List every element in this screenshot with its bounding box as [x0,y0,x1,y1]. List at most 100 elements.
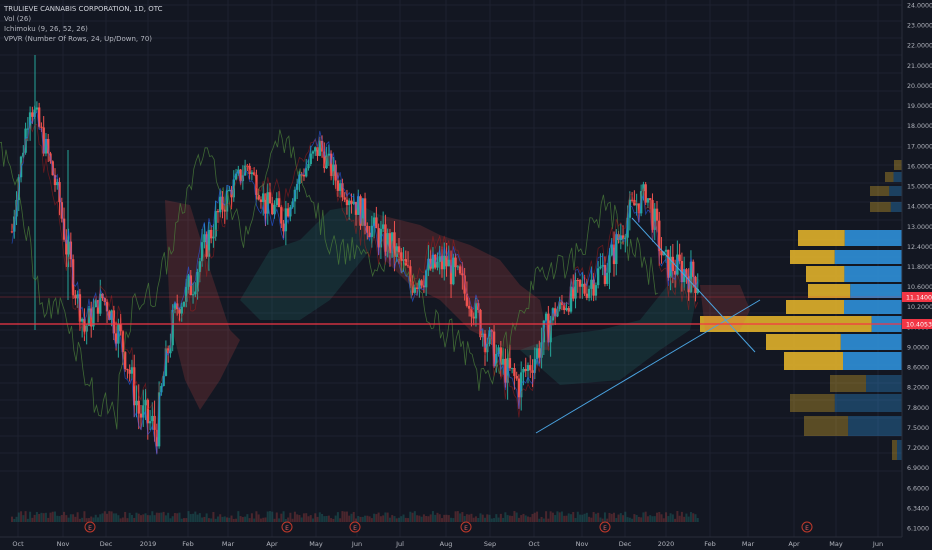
candle-body[interactable] [205,234,208,257]
candle-body[interactable] [685,269,688,277]
candle-body[interactable] [626,217,629,238]
candle-body[interactable] [273,205,276,215]
candle-body[interactable] [470,308,473,317]
candle-body[interactable] [472,316,475,319]
candle-body[interactable] [108,311,111,320]
candle-body[interactable] [300,174,303,176]
candle-body[interactable] [94,300,97,308]
candle-body[interactable] [456,266,460,268]
candle-body[interactable] [653,208,656,230]
candle-body[interactable] [37,107,41,127]
candle-body[interactable] [259,199,263,203]
candle-body[interactable] [363,198,367,226]
candle-body[interactable] [119,323,122,332]
candle-body[interactable] [348,200,351,206]
candle-body[interactable] [166,348,170,354]
candle-body[interactable] [483,333,487,353]
candle-body[interactable] [338,183,342,191]
candle-body[interactable] [642,184,645,192]
candle-body[interactable] [474,303,478,319]
earnings-marker-icon[interactable] [599,521,611,533]
volume-indicator-label[interactable]: Vol (26) [4,15,32,23]
current-price-badge[interactable] [902,319,932,329]
candle-body[interactable] [404,259,407,266]
candle-body[interactable] [286,208,290,217]
candle-body[interactable] [569,286,573,312]
candle-body[interactable] [305,168,308,177]
candle-body[interactable] [271,203,274,215]
candle-body[interactable] [581,283,584,287]
earnings-marker-icon[interactable] [349,521,361,533]
earnings-marker-icon[interactable] [281,521,293,533]
candle-body[interactable] [556,309,559,317]
candle-body[interactable] [452,257,455,285]
candle-body[interactable] [646,198,650,203]
candle-body[interactable] [13,216,16,232]
earnings-marker-icon[interactable] [460,521,472,533]
candle-body[interactable] [114,333,118,344]
candle-body[interactable] [252,172,256,175]
candle-body[interactable] [628,199,632,218]
candle-body[interactable] [660,251,663,256]
candle-body[interactable] [696,288,699,294]
ichimoku-indicator-label[interactable]: Ichimoku (9, 26, 52, 26) [4,25,88,33]
candle-body[interactable] [228,189,231,191]
candle-body[interactable] [630,199,634,201]
candle-body[interactable] [123,352,127,370]
candle-body[interactable] [219,196,222,213]
candle-body[interactable] [76,294,79,299]
candle-body[interactable] [443,255,446,270]
candle-body[interactable] [250,172,254,175]
candle-body[interactable] [655,208,659,221]
candle-body[interactable] [83,318,86,332]
candle-body[interactable] [508,358,512,369]
candle-body[interactable] [429,258,432,269]
candle-body[interactable] [547,313,550,343]
candle-body[interactable] [411,281,414,293]
candle-body[interactable] [316,147,319,156]
candle-body[interactable] [434,254,437,268]
candle-body[interactable] [314,147,317,152]
candle-body[interactable] [214,211,217,237]
candle-body[interactable] [151,415,154,422]
candle-body[interactable] [513,368,516,376]
candle-body[interactable] [621,235,625,240]
candle-body[interactable] [112,310,116,334]
candle-body[interactable] [388,233,392,254]
candle-body[interactable] [135,400,138,406]
candle-body[interactable] [510,368,514,370]
candle-body[interactable] [257,194,260,200]
candle-body[interactable] [492,331,496,367]
candle-body[interactable] [366,225,369,233]
candle-body[interactable] [361,198,364,226]
candle-body[interactable] [155,429,159,447]
candle-body[interactable] [526,365,530,372]
candle-body[interactable] [381,224,385,229]
candle-body[interactable] [372,217,376,226]
candle-body[interactable] [590,279,593,289]
candle-body[interactable] [203,234,206,243]
candle-body[interactable] [280,207,283,224]
candle-body[interactable] [31,112,34,117]
candle-body[interactable] [592,279,595,296]
candle-body[interactable] [658,220,661,252]
candle-body[interactable] [644,184,647,203]
candle-body[interactable] [164,348,168,376]
candle-body[interactable] [651,200,654,230]
candle-body[interactable] [22,152,25,157]
candle-body[interactable] [585,293,589,298]
candle-body[interactable] [667,249,670,278]
candle-body[interactable] [612,244,616,265]
candle-body[interactable] [185,286,188,302]
candle-body[interactable] [329,153,333,176]
candle-body[interactable] [501,358,505,365]
candle-body[interactable] [606,272,609,284]
candle-body[interactable] [567,308,570,312]
candle-body[interactable] [343,197,346,200]
candle-body[interactable] [538,348,541,358]
candle-body[interactable] [350,200,353,204]
candle-body[interactable] [268,192,272,204]
candle-body[interactable] [393,232,396,257]
candle-body[interactable] [610,244,613,256]
